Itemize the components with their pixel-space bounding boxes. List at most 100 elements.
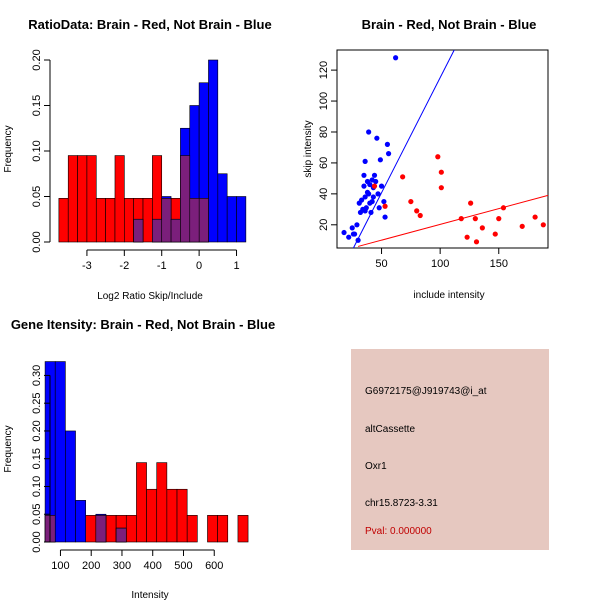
scatter-point-brain	[458, 216, 464, 222]
scatter-point-brain	[414, 208, 420, 214]
scatter-point-not-brain	[366, 191, 372, 197]
ratio-bar-not-brain	[217, 173, 228, 243]
ratio-bars	[58, 59, 247, 243]
intensity-x-tick-label: 600	[205, 560, 223, 572]
ratio-y-tick-label: 0.05	[31, 186, 43, 207]
scatter-point-not-brain	[359, 197, 365, 203]
ratio-bar-brain	[114, 155, 125, 243]
ratio-histogram: RatioData: Brain - Red, Not Brain - Blue…	[3, 17, 272, 302]
intensity-bar-brain	[146, 488, 158, 543]
scatter-point-not-brain	[393, 55, 399, 61]
scatter-point-not-brain	[378, 183, 385, 189]
ratio-bar-brain	[142, 198, 153, 243]
scatter-point-not-brain	[361, 172, 367, 178]
intensity-bar-brain	[217, 515, 229, 543]
intensity-y-tick-label: 0.25	[31, 392, 43, 413]
ratio-histogram-title: RatioData: Brain - Red, Not Brain - Blue	[28, 17, 271, 32]
scatter-y-tick-label: 80	[318, 126, 330, 138]
scatter-point-brain	[382, 203, 388, 209]
scatter-point-brain	[519, 223, 525, 229]
ratio-bar-brain	[124, 198, 134, 243]
ratio-bar-brain	[58, 198, 69, 243]
intensity-bars	[44, 361, 249, 543]
scatter-fit-line-brain	[357, 194, 549, 247]
scatter-point-brain	[496, 216, 502, 222]
scatter-point-brain	[400, 174, 406, 180]
ratio-y-axis-label: Frequency	[3, 125, 14, 172]
intensity-bar-brain	[186, 515, 198, 543]
scatter-y-tick-label: 60	[318, 157, 330, 169]
ratio-x-tick-label: -3	[82, 260, 92, 272]
scatter-point-brain	[473, 239, 480, 245]
intensity-axes: 100 200 300 400 500 600 0.00 0.05 0.10 0.15 0.20 0.…	[31, 365, 223, 572]
scatter-point-not-brain	[362, 194, 368, 200]
scatter-point-not-brain	[346, 234, 352, 240]
intensity-bar-brain	[237, 515, 249, 543]
scatter-point-not-brain	[371, 172, 378, 178]
scatter-point-not-brain	[376, 205, 382, 211]
gene-name: Oxr1	[365, 461, 387, 472]
scatter-point-brain	[479, 225, 485, 231]
scatter-title: Brain - Red, Not Brain - Blue	[362, 17, 537, 32]
ratio-bar-brain	[77, 155, 88, 243]
intensity-y-tick-label: 0.20	[31, 420, 43, 441]
ratio-x-tick-label: -2	[119, 260, 129, 272]
intensity-x-tick-label: 200	[82, 560, 100, 572]
event-type: altCassette	[365, 424, 416, 435]
scatter-point-not-brain	[354, 222, 360, 228]
intensity-x-axis-label: Intensity	[131, 590, 168, 600]
scatter-y-tick-label: 120	[318, 61, 330, 79]
intensity-bar-not-brain	[65, 430, 76, 543]
ratio-bar-not-brain	[208, 59, 219, 243]
intensity-y-tick-label: 0.15	[31, 448, 43, 469]
ratio-bar-not-brain	[236, 196, 247, 243]
scatter-point-brain	[438, 169, 444, 175]
intensity-bar-not-brain	[75, 500, 86, 543]
ratio-x-tick-label: 0	[196, 260, 202, 272]
intensity-histogram-title: Gene Itensity: Brain - Red, Not Brain - …	[11, 317, 275, 332]
ratio-bar-overlap	[152, 218, 163, 243]
scatter-point-not-brain	[349, 225, 355, 231]
intensity-bar-brain	[105, 515, 117, 543]
ratio-bar-brain	[86, 155, 97, 243]
scatter-axes: 50 100 150 20 40 60 80 100 120	[318, 61, 508, 270]
ratio-axes: -3 -2 -1 0 1 0.00 0.05 0.10 0.15 0.20	[31, 49, 240, 272]
scatter-point-brain	[532, 214, 538, 220]
ratio-bar-brain	[67, 155, 78, 243]
scatter-point-brain	[468, 200, 474, 206]
ratio-bar-overlap	[133, 218, 144, 243]
scatter-point-not-brain	[341, 229, 347, 236]
intensity-bar-overlap	[115, 527, 127, 543]
scatter-point-not-brain	[381, 198, 387, 205]
intensity-y-tick-label: 0.10	[31, 476, 43, 497]
info-panel: G6972175@J919743@i_at altCassette Oxr1 c…	[351, 349, 549, 550]
ratio-bar-overlap	[198, 198, 209, 243]
p-value: Pval: 0.000000	[365, 526, 432, 537]
ratio-x-tick-label: 1	[233, 260, 239, 272]
scatter-point-brain	[408, 198, 414, 205]
intensity-bar-brain	[156, 462, 168, 543]
intensity-bar-brain	[176, 488, 188, 543]
scatter-point-brain	[417, 212, 423, 219]
scatter-marks	[341, 49, 549, 249]
ratio-bar-overlap	[161, 198, 172, 243]
intensity-bar-brain	[136, 462, 147, 543]
scatter-point-brain	[540, 222, 546, 228]
scatter-point-brain	[464, 234, 470, 240]
scatter-x-tick-label: 100	[431, 258, 449, 270]
scatter-fit-line-not-brain	[352, 49, 455, 249]
intensity-y-tick-label: 0.05	[31, 504, 43, 525]
genomic-location: chr15.8723-3.31	[365, 498, 438, 509]
scatter-point-not-brain	[367, 181, 373, 188]
scatter-x-tick-label: 50	[375, 258, 387, 270]
intensity-x-tick-label: 300	[113, 560, 131, 572]
ratio-bar-brain	[105, 198, 116, 243]
scatter-point-not-brain	[370, 194, 376, 200]
intensity-bar-brain	[166, 488, 178, 543]
scatter-point-not-brain	[355, 237, 361, 243]
scatter-point-brain	[472, 216, 478, 222]
scatter-point-brain	[500, 205, 507, 211]
scatter-point-brain	[492, 231, 498, 237]
intensity-x-tick-label: 500	[174, 560, 192, 572]
